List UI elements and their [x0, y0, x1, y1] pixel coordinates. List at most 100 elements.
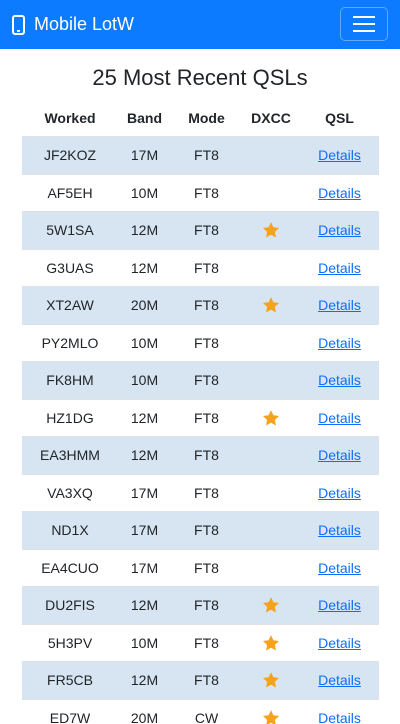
cell-worked: FR5CB — [22, 661, 118, 699]
cell-dxcc — [242, 361, 300, 399]
cell-dxcc — [242, 586, 300, 624]
cell-dxcc — [242, 211, 300, 249]
cell-qsl: Details — [300, 511, 379, 549]
cell-band: 20M — [118, 286, 171, 324]
table-row: FR5CB 12M FT8 Details — [22, 661, 379, 699]
details-link[interactable]: Details — [318, 709, 361, 724]
cell-mode: FT8 — [171, 623, 242, 662]
cell-mode: FT8 — [171, 473, 242, 512]
cell-band: 10M — [118, 361, 171, 399]
star-icon — [262, 672, 280, 688]
details-link[interactable]: Details — [318, 447, 361, 464]
details-link[interactable]: Details — [318, 222, 361, 239]
cell-mode: FT8 — [171, 586, 242, 624]
star-icon — [262, 297, 280, 313]
cell-qsl: Details — [300, 286, 379, 324]
table-row: DU2FIS 12M FT8 Details — [22, 586, 379, 624]
details-link[interactable]: Details — [318, 297, 361, 314]
cell-qsl: Details — [300, 248, 379, 287]
mobile-phone-icon — [12, 14, 25, 35]
cell-qsl: Details — [300, 623, 379, 662]
cell-dxcc — [242, 286, 300, 324]
details-link[interactable]: Details — [318, 259, 361, 276]
cell-dxcc — [242, 248, 300, 287]
cell-qsl: Details — [300, 586, 379, 624]
cell-qsl: Details — [300, 698, 379, 724]
table-row: AF5EH 10M FT8 Details — [22, 173, 379, 212]
cell-mode: FT8 — [171, 286, 242, 324]
cell-mode: FT8 — [171, 661, 242, 699]
details-link[interactable]: Details — [318, 597, 361, 614]
cell-band: 20M — [118, 698, 171, 724]
details-link[interactable]: Details — [318, 409, 361, 426]
cell-band: 10M — [118, 323, 171, 362]
cell-dxcc — [242, 623, 300, 662]
cell-band: 12M — [118, 661, 171, 699]
table-row: ED7W 20M CW Details — [22, 698, 379, 724]
cell-mode: FT8 — [171, 436, 242, 474]
cell-band: 12M — [118, 248, 171, 287]
qsl-table: Worked Band Mode DXCC QSL JF2KOZ 17M FT8 De… — [22, 100, 379, 724]
menu-toggle-button[interactable] — [340, 7, 388, 41]
cell-qsl: Details — [300, 436, 379, 474]
cell-band: 10M — [118, 623, 171, 662]
cell-mode: FT8 — [171, 136, 242, 174]
details-link[interactable]: Details — [318, 147, 361, 164]
cell-worked: XT2AW — [22, 286, 118, 324]
cell-worked: AF5EH — [22, 173, 118, 212]
brand-link[interactable]: Mobile LotW — [12, 14, 134, 35]
table-body: JF2KOZ 17M FT8 Details AF5EH 10M FT8 Details 5W1… — [22, 136, 379, 724]
cell-mode: FT8 — [171, 248, 242, 287]
cell-dxcc — [242, 136, 300, 174]
details-link[interactable]: Details — [318, 334, 361, 351]
cell-mode: CW — [171, 698, 242, 724]
details-link[interactable]: Details — [318, 184, 361, 201]
details-link[interactable]: Details — [318, 522, 361, 539]
star-icon — [262, 222, 280, 238]
brand-label: Mobile LotW — [34, 14, 135, 34]
cell-dxcc — [242, 511, 300, 549]
cell-mode: FT8 — [171, 211, 242, 249]
cell-qsl: Details — [300, 136, 379, 174]
cell-worked: VA3XQ — [22, 473, 118, 512]
column-header-dxcc: DXCC — [251, 110, 291, 126]
cell-mode: FT8 — [171, 398, 242, 437]
cell-qsl: Details — [300, 211, 379, 249]
cell-band: 17M — [118, 136, 171, 174]
cell-band: 17M — [118, 473, 171, 512]
details-link[interactable]: Details — [318, 559, 361, 576]
table-row: HZ1DG 12M FT8 Details — [22, 398, 379, 437]
cell-dxcc — [242, 436, 300, 474]
column-header-worked: Worked — [44, 110, 96, 126]
navbar: Mobile LotW — [0, 0, 400, 49]
star-icon — [262, 410, 280, 426]
details-link[interactable]: Details — [318, 372, 361, 389]
cell-dxcc — [242, 548, 300, 587]
cell-worked: ED7W — [22, 698, 118, 724]
details-link[interactable]: Details — [318, 634, 361, 651]
table-row: FK8HM 10M FT8 Details — [22, 361, 379, 399]
column-header-band: Band — [127, 110, 162, 126]
cell-qsl: Details — [300, 661, 379, 699]
cell-worked: JF2KOZ — [22, 136, 118, 174]
table-row: EA4CUO 17M FT8 Details — [22, 548, 379, 587]
cell-worked: EA3HMM — [22, 436, 118, 474]
cell-band: 12M — [118, 436, 171, 474]
cell-qsl: Details — [300, 398, 379, 437]
cell-worked: 5H3PV — [22, 623, 118, 662]
cell-qsl: Details — [300, 361, 379, 399]
table-row: 5W1SA 12M FT8 Details — [22, 211, 379, 249]
table-row: EA3HMM 12M FT8 Details — [22, 436, 379, 474]
table-row: JF2KOZ 17M FT8 Details — [22, 136, 379, 174]
star-icon — [262, 597, 280, 613]
table-row: ND1X 17M FT8 Details — [22, 511, 379, 549]
star-icon — [262, 710, 280, 724]
cell-worked: HZ1DG — [22, 398, 118, 437]
cell-worked: EA4CUO — [22, 548, 118, 587]
star-icon — [262, 635, 280, 651]
hamburger-menu-icon — [353, 16, 375, 32]
details-link[interactable]: Details — [318, 484, 361, 501]
cell-band: 10M — [118, 173, 171, 212]
table-header: Worked Band Mode DXCC QSL — [22, 100, 379, 137]
details-link[interactable]: Details — [318, 672, 361, 689]
